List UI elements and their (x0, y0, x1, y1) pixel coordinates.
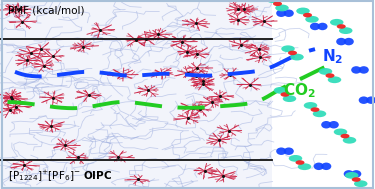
Ellipse shape (284, 147, 294, 155)
Circle shape (337, 24, 346, 29)
Ellipse shape (366, 96, 375, 104)
Circle shape (330, 19, 344, 26)
Ellipse shape (358, 66, 369, 74)
Circle shape (283, 95, 296, 102)
Circle shape (339, 27, 352, 34)
Ellipse shape (321, 163, 332, 170)
Circle shape (303, 13, 312, 17)
Ellipse shape (358, 96, 369, 104)
Circle shape (343, 137, 356, 144)
Bar (0, 0, 272, 189)
Circle shape (313, 110, 326, 117)
Text: $[\mathrm{P}_{1224}]^{+}[\mathrm{PF}_6]^{-}$ OIPC: $[\mathrm{P}_{1224}]^{+}[\mathrm{PF}_6]^… (8, 168, 112, 183)
Circle shape (304, 102, 317, 109)
Ellipse shape (310, 23, 320, 30)
Circle shape (289, 155, 302, 162)
Circle shape (296, 8, 310, 14)
Ellipse shape (321, 121, 332, 129)
Circle shape (273, 2, 282, 6)
Circle shape (275, 5, 289, 11)
Ellipse shape (317, 23, 328, 30)
Circle shape (352, 177, 361, 182)
Circle shape (296, 160, 304, 165)
Ellipse shape (284, 9, 294, 17)
Circle shape (305, 16, 319, 23)
Ellipse shape (351, 170, 361, 178)
Ellipse shape (336, 38, 346, 45)
Text: $\mathbf{CO_2}$: $\mathbf{CO_2}$ (283, 81, 316, 100)
Circle shape (340, 134, 350, 138)
Circle shape (298, 163, 311, 170)
Ellipse shape (344, 38, 354, 45)
Ellipse shape (276, 147, 286, 155)
Ellipse shape (344, 170, 354, 178)
Circle shape (334, 129, 347, 135)
Circle shape (266, 0, 280, 3)
Ellipse shape (328, 121, 339, 129)
Circle shape (288, 51, 297, 55)
Circle shape (290, 54, 304, 60)
Circle shape (281, 45, 295, 52)
Text: $\mathbf{N_2}$: $\mathbf{N_2}$ (322, 47, 344, 66)
Circle shape (310, 107, 320, 112)
Circle shape (274, 87, 287, 94)
Circle shape (328, 76, 341, 83)
Circle shape (319, 68, 332, 75)
Circle shape (280, 92, 290, 97)
Ellipse shape (276, 9, 286, 17)
Circle shape (326, 73, 334, 78)
Ellipse shape (351, 66, 361, 74)
Ellipse shape (314, 163, 324, 170)
Circle shape (354, 180, 368, 187)
Circle shape (345, 172, 358, 179)
Text: PMF (kcal/mol): PMF (kcal/mol) (8, 6, 84, 16)
